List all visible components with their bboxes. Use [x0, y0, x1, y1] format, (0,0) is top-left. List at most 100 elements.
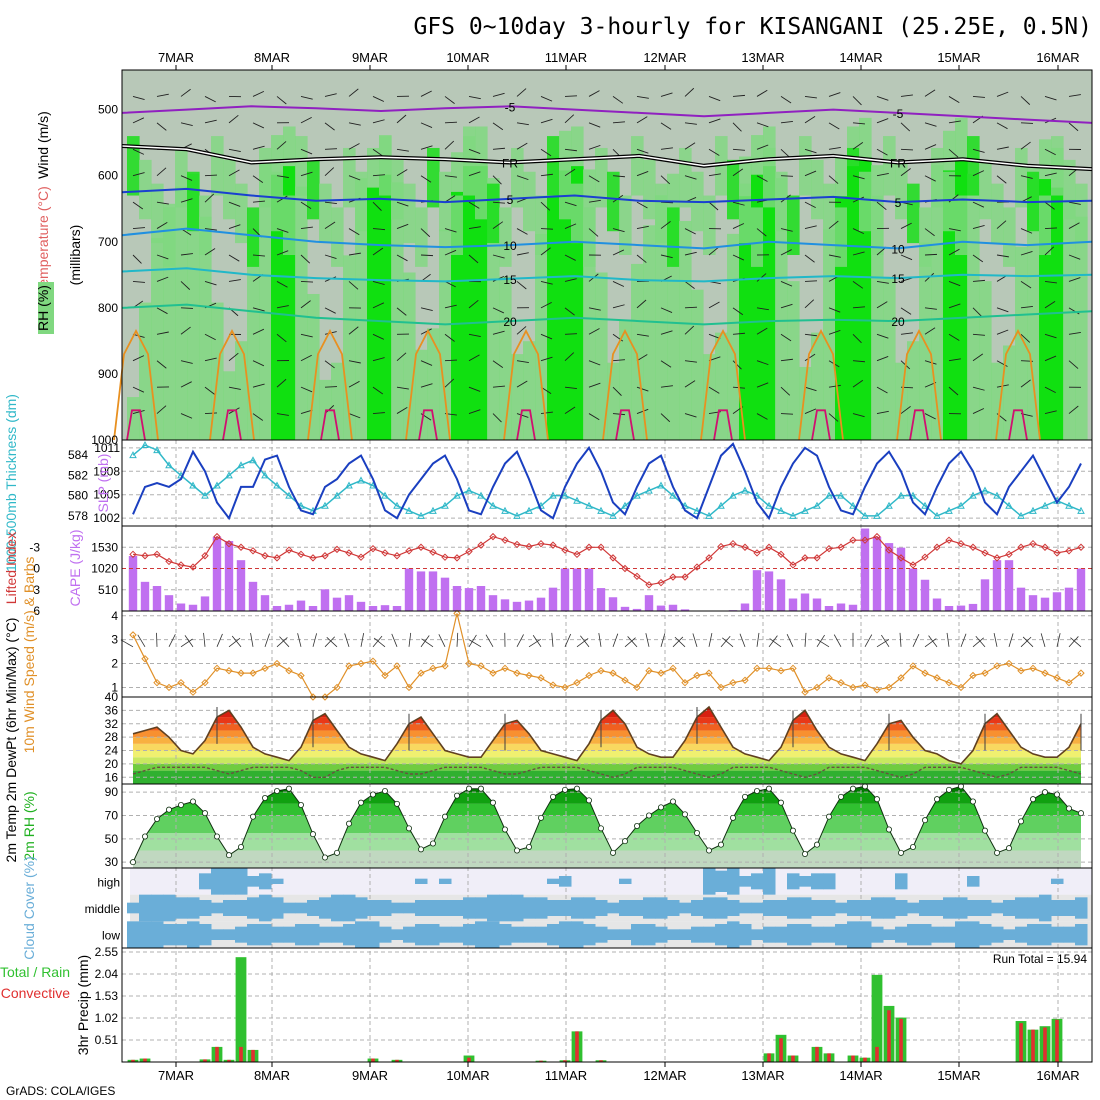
cape-bar	[512, 601, 522, 611]
rh-upper-band	[331, 207, 344, 267]
wind-barb	[588, 175, 600, 183]
wind-speed-point	[549, 681, 557, 689]
wind-barb-10m	[864, 634, 873, 648]
wind-barb	[732, 360, 742, 370]
wind-barb-10m	[228, 637, 241, 648]
wind-barb	[204, 174, 218, 177]
wind-barb	[852, 333, 862, 344]
wind-barb	[636, 333, 649, 337]
thickness-point	[861, 511, 869, 519]
cloud-cell	[727, 868, 740, 895]
lifted-index-point	[453, 554, 461, 562]
axis-tick-label: 6	[33, 604, 40, 618]
cloud-cell	[367, 921, 380, 948]
wind-barb	[516, 175, 529, 181]
axis-tick-label: 900	[98, 367, 118, 381]
wind-speed-point	[621, 676, 629, 684]
wind-barb	[492, 307, 505, 314]
wind-barb	[492, 360, 504, 368]
cloud-cell	[931, 926, 944, 943]
rh-upper-band	[895, 159, 908, 220]
rh-upper-band	[139, 159, 152, 220]
rh-column	[175, 186, 188, 440]
wind-barb	[540, 228, 554, 230]
wind-barb	[636, 170, 649, 177]
wind-barb	[300, 171, 313, 177]
precip-convective-bar	[1043, 1027, 1047, 1062]
lifted-index-point	[237, 543, 245, 551]
rh-upper-band	[787, 195, 800, 255]
wind-speed-point	[921, 669, 929, 677]
axis-tick-label: 4	[111, 609, 118, 623]
wind-barb	[324, 167, 335, 177]
wind-barb	[1044, 355, 1057, 362]
cloud-cell	[907, 924, 920, 946]
wind-speed-point	[645, 667, 653, 675]
lifted-index-axis-label: Lifted Index	[3, 532, 19, 604]
wind-barb	[900, 94, 913, 97]
thickness-point	[441, 501, 449, 509]
wind-barb	[756, 144, 769, 150]
wind-barb	[468, 148, 481, 155]
wind-speed-point	[561, 683, 569, 692]
cloud-cell	[415, 900, 428, 916]
cloud-cell	[739, 876, 752, 887]
cloud-cell	[775, 900, 788, 916]
wind-barb	[324, 221, 336, 229]
wind-barb	[348, 122, 361, 126]
wind-barb	[948, 303, 961, 309]
lifted-index-point	[645, 581, 653, 589]
cloud-cell	[355, 921, 368, 948]
wind-speed-point	[897, 674, 905, 682]
wind-barb-10m	[168, 634, 176, 648]
cape-bar	[236, 560, 246, 611]
wind-barb	[636, 254, 647, 263]
thickness-point	[669, 491, 677, 499]
rh-column	[331, 362, 344, 440]
thickness-point	[489, 501, 497, 509]
rh-point	[285, 785, 292, 792]
thickness-point	[501, 506, 509, 514]
rh-upper-band	[919, 207, 932, 267]
cloud-cell	[1027, 924, 1040, 946]
wind-barb	[612, 359, 625, 362]
wind-barb-10m	[180, 638, 193, 648]
thickness-point	[657, 481, 665, 489]
wind-barb	[204, 386, 215, 395]
wind-barb	[804, 254, 815, 263]
lifted-index-point	[537, 540, 545, 548]
rh-upper-band	[259, 147, 272, 208]
axis-tick-label: 50	[105, 832, 119, 846]
cloud-cell	[283, 902, 296, 914]
rh-point	[622, 838, 629, 845]
thickness-point	[993, 491, 1001, 499]
wind-barb	[924, 413, 936, 420]
wind-barb-10m	[344, 633, 350, 647]
rh-column	[1027, 165, 1040, 440]
wind-speed-point	[717, 683, 725, 692]
precip-convective-bar	[563, 1060, 567, 1062]
cape-bar	[488, 595, 498, 611]
cape-bar	[560, 568, 570, 611]
wind-barb	[324, 386, 338, 388]
wind-barb-10m	[120, 639, 134, 648]
wind-barb	[420, 360, 433, 366]
wind-barb	[516, 122, 529, 126]
wind-barb-10m	[264, 633, 270, 647]
thickness-point	[381, 491, 389, 499]
cloud-cell	[439, 926, 452, 943]
cloud-cell	[307, 900, 320, 916]
wind-barb	[396, 201, 409, 207]
cloud-cell	[319, 926, 332, 943]
date-label-top: 10MAR	[446, 50, 489, 65]
rh-point	[213, 833, 220, 840]
cape-bar	[260, 595, 270, 611]
wind-barb	[948, 281, 961, 287]
wind-speed-point	[1029, 664, 1037, 673]
cloud-cell	[223, 929, 236, 940]
rh-point	[141, 833, 148, 840]
rh-legend-swatch	[38, 282, 54, 334]
wind-barb	[588, 413, 600, 421]
wind-barb	[1044, 95, 1057, 101]
rh-upper-band	[955, 195, 968, 255]
